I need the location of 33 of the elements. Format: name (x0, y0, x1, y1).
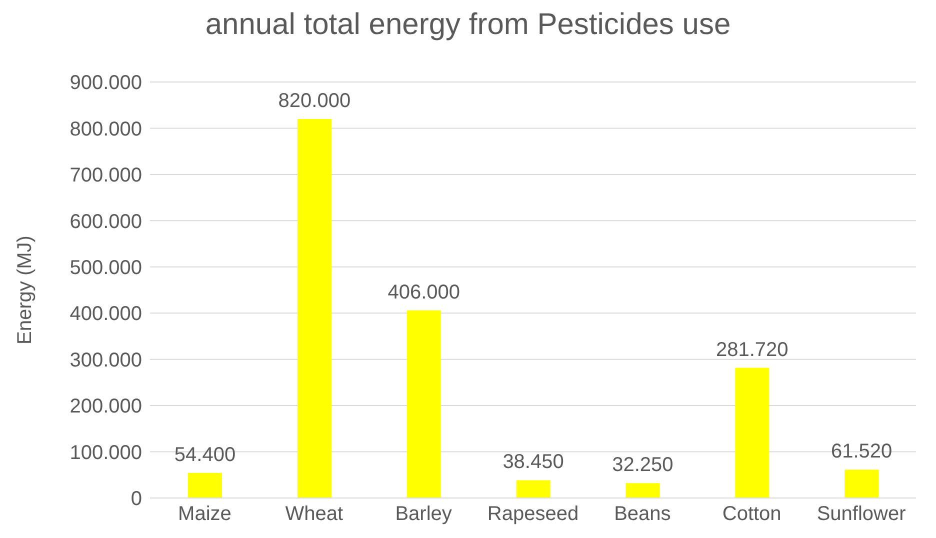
y-tick-label: 800.000 (70, 118, 142, 140)
data-label: 54.400 (174, 444, 236, 466)
y-tick-label: 700.000 (70, 164, 142, 187)
x-tick-label: Cotton (722, 503, 782, 526)
data-label: 38.450 (502, 451, 564, 474)
y-tick-label: 0 (130, 488, 142, 510)
data-label: 820.000 (278, 90, 351, 112)
x-tick-label: Barley (395, 503, 452, 526)
data-label: 406.000 (388, 281, 460, 304)
y-tick-label: 400.000 (70, 303, 142, 326)
bar (844, 470, 879, 498)
y-tick-label: 100.000 (70, 442, 142, 464)
data-label: 281.720 (716, 338, 788, 361)
y-tick-label: 600.000 (70, 210, 142, 233)
bar (297, 118, 332, 498)
data-label: 61.520 (830, 440, 892, 463)
x-tick-label: Rapeseed (487, 503, 579, 526)
chart-title: annual total energy from Pesticides use (204, 8, 732, 42)
bar (188, 472, 222, 498)
bar (626, 483, 660, 498)
y-tick-label: 900.000 (70, 72, 142, 94)
x-tick-label: Maize (178, 503, 232, 526)
y-tick-label: 200.000 (70, 396, 142, 418)
bar (735, 368, 770, 498)
bar (406, 310, 441, 498)
bar (516, 480, 550, 498)
x-tick-label: Wheat (285, 503, 344, 526)
x-tick-label: Beans (614, 503, 671, 526)
y-axis-title: Energy (MJ) (14, 236, 36, 344)
data-label: 32.250 (612, 454, 674, 476)
x-tick-label: Sunflower (816, 503, 906, 526)
y-tick-label: 500.000 (70, 256, 142, 279)
y-tick-label: 300.000 (70, 349, 142, 372)
